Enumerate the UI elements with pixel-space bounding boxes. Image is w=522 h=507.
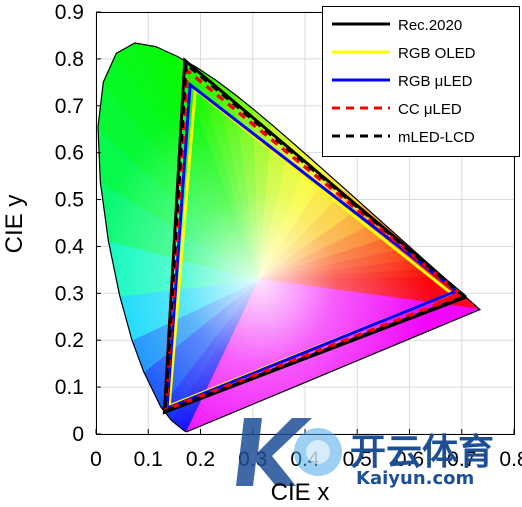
x-axis-title: CIE x (271, 479, 330, 506)
watermark-cn-text: 开云体育 (350, 432, 494, 473)
legend-label: RGB μLED (398, 73, 473, 90)
x-tick-label: 0.6 (395, 448, 424, 471)
legend-label: CC μLED (398, 101, 462, 118)
y-tick-label: 0.3 (55, 282, 84, 305)
x-tick-label: 0.5 (343, 448, 372, 471)
watermark: 开云体育 Kaiyun.com (236, 418, 494, 489)
y-tick-label: 0.2 (55, 329, 84, 352)
watermark-logo-icon (236, 418, 342, 486)
axis-ticks: 00.10.20.30.40.50.60.70.800.10.20.30.40.… (55, 1, 522, 471)
legend-label: Rec.2020 (398, 17, 462, 34)
y-tick-label: 0.4 (55, 235, 85, 258)
x-tick-label: 0.2 (186, 448, 215, 471)
x-tick-label: 0.1 (134, 448, 163, 471)
y-tick-label: 0 (72, 423, 84, 446)
y-tick-label: 0.5 (55, 189, 84, 212)
y-tick-label: 0.9 (55, 1, 84, 24)
x-tick-label: 0 (90, 448, 102, 471)
watermark-latin-text: Kaiyun.com (356, 468, 474, 489)
series-line-mled-lcd (163, 60, 467, 415)
x-tick-label: 0.7 (447, 448, 476, 471)
y-tick-label: 0.8 (55, 48, 84, 71)
x-tick-label: 0.8 (499, 448, 522, 471)
y-tick-label: 0.1 (55, 376, 84, 399)
y-tick-label: 0.6 (55, 142, 84, 165)
y-tick-label: 0.7 (55, 95, 84, 118)
series-line-cc-led (164, 67, 463, 413)
legend-label: RGB OLED (398, 45, 476, 62)
legend-label: mLED-LCD (398, 129, 475, 146)
series-line-rgb-led (165, 81, 458, 411)
y-axis-title: CIE y (1, 195, 28, 254)
legend: Rec.2020 RGB OLED RGB μLED CC μLED mLED-LCD (322, 6, 520, 157)
gamut-series (162, 57, 467, 415)
